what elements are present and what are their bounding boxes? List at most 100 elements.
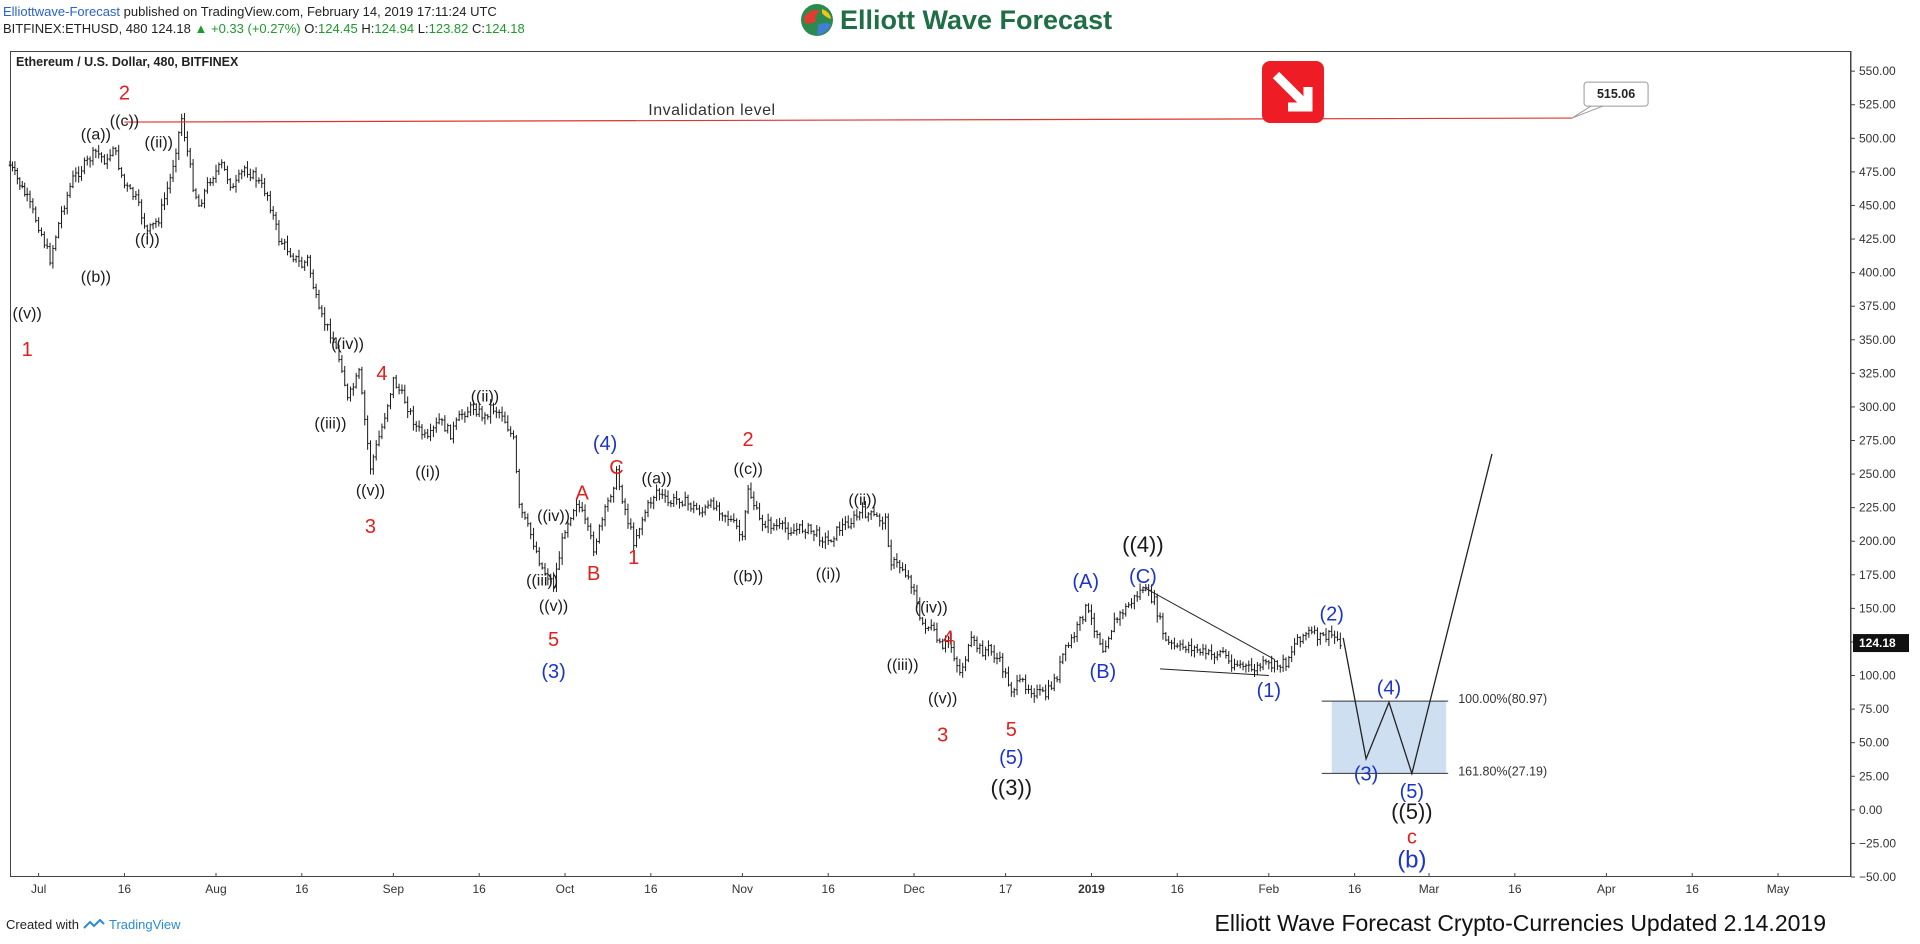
y-tick-label: −50.00: [1859, 870, 1896, 884]
wave-label: ((b)): [733, 569, 763, 586]
x-tick-label: Dec: [903, 882, 924, 896]
wave-label: ((iii)): [887, 657, 919, 674]
x-tick-label: Mar: [1419, 882, 1440, 896]
wave-label: ((iii)): [314, 415, 346, 432]
o-label: O:: [304, 21, 318, 36]
x-tick-label: 16: [1348, 882, 1362, 896]
wave-label: ((iv)): [331, 336, 364, 353]
wave-label: 2: [743, 429, 754, 451]
change-value: +0.33 (+0.27%): [211, 21, 301, 36]
y-tick-label: 25.00: [1859, 769, 1889, 783]
y-tick-label: 450.00: [1859, 198, 1896, 212]
y-tick-label: 300.00: [1859, 400, 1896, 414]
published-text: published on TradingView.com, February 1…: [123, 4, 497, 19]
y-tick-label: −25.00: [1859, 836, 1896, 850]
wave-label: ((i)): [816, 566, 841, 583]
wave-label: ((5)): [1391, 799, 1433, 824]
tradingview-link[interactable]: TradingView: [108, 917, 181, 932]
wave-label: (A): [1072, 571, 1099, 593]
wave-label: ((b)): [81, 269, 111, 286]
badge-arrow: [1272, 71, 1313, 112]
y-tick-label: 425.00: [1859, 232, 1896, 246]
wave-label: B: [587, 563, 600, 585]
up-arrow-icon: ▲: [194, 21, 208, 36]
x-tick-label: Nov: [732, 882, 753, 896]
y-tick-label: 200.00: [1859, 534, 1896, 548]
x-tick-label: Feb: [1258, 882, 1279, 896]
x-tick-label: Aug: [205, 882, 226, 896]
wave-label: ((c)): [733, 461, 762, 478]
y-tick-label: 0.00: [1859, 803, 1883, 817]
last-price: 124.18: [151, 21, 191, 36]
wave-label: (1): [1257, 680, 1281, 702]
x-tick-label: Oct: [556, 882, 575, 896]
x-tick-label: 16: [295, 882, 309, 896]
wave-label: 4: [376, 363, 387, 385]
price-callout: [1583, 81, 1649, 107]
h-label: H:: [361, 21, 375, 36]
y-tick-label: 400.00: [1859, 266, 1896, 280]
price-callout-label: 515.06: [1597, 87, 1635, 101]
y-tick-label: 375.00: [1859, 299, 1896, 313]
x-tick-label: 16: [118, 882, 132, 896]
last-price-tag: [1853, 634, 1909, 653]
wave-label: (4): [1377, 677, 1401, 699]
wave-label: (b): [1397, 847, 1426, 874]
wave-label: ((iv)): [915, 599, 948, 616]
wave-label: ((iv)): [537, 508, 570, 525]
y-tick-label: 275.00: [1859, 433, 1896, 447]
y-tick-label: 475.00: [1859, 165, 1896, 179]
x-tick-label: 17: [999, 882, 1013, 896]
wave-label: ((a)): [81, 127, 111, 144]
wave-label: ((i)): [415, 464, 440, 481]
fib-label: 161.80%(27.19): [1458, 764, 1547, 778]
ohlc-line: BITFINEX:ETHUSD, 480 124.18 ▲ +0.33 (+0.…: [3, 21, 525, 36]
update-caption: Elliott Wave Forecast Crypto-Currencies …: [1214, 910, 1827, 936]
h-value: 124.94: [374, 21, 415, 36]
wave-label: (2): [1320, 603, 1344, 625]
y-tick-label: 350.00: [1859, 333, 1896, 347]
x-tick-label: 16: [1686, 882, 1700, 896]
created-with-text: Created with: [6, 917, 79, 932]
wave-label: 5: [1006, 719, 1017, 741]
wave-label: ((i)): [135, 231, 160, 248]
wave-label: (4): [593, 433, 617, 455]
wave-label: ((3)): [991, 775, 1033, 800]
y-tick-label: 550.00: [1859, 64, 1896, 78]
wave-label: ((ii)): [145, 135, 173, 152]
wave-label: c: [1407, 826, 1417, 848]
wave-label: (5): [999, 747, 1023, 769]
wave-label: 3: [365, 516, 376, 538]
publish-line: Elliottwave-Forecast published on Tradin…: [3, 4, 497, 19]
wave-label: ((v)): [539, 598, 568, 615]
wave-label: 4: [943, 628, 954, 650]
tradingview-logo-icon: [83, 918, 105, 929]
publisher-link[interactable]: Elliottwave-Forecast: [3, 4, 121, 19]
wave-label: 3: [937, 724, 948, 746]
trendline: [1142, 586, 1275, 660]
wave-label: (5): [1400, 781, 1424, 803]
target-box: [1331, 701, 1447, 774]
x-tick-label: Apr: [1597, 882, 1616, 896]
wave-label: 2: [119, 82, 130, 104]
wave-label: ((c)): [110, 113, 139, 130]
invalidation-line: [124, 117, 1573, 123]
wave-label: ((v)): [356, 483, 385, 500]
last-price-tag-label: 124.18: [1859, 636, 1896, 650]
wave-label: ((iii)): [526, 573, 558, 590]
footer-created-with: Created with TradingView: [6, 917, 181, 932]
y-tick-label: 75.00: [1859, 702, 1889, 716]
x-tick-label: 16: [644, 882, 658, 896]
y-tick-label: 100.00: [1859, 669, 1896, 683]
wave-label: ((v)): [928, 691, 957, 708]
y-tick-label: 50.00: [1859, 736, 1889, 750]
wave-label: ((ii)): [848, 492, 876, 509]
wave-label: (3): [541, 661, 565, 683]
wave-label: 5: [548, 629, 559, 651]
y-tick-label: 325.00: [1859, 366, 1896, 380]
chart-title: Ethereum / U.S. Dollar, 480, BITFINEX: [16, 55, 239, 69]
x-tick-label: 16: [822, 882, 836, 896]
candles: [8, 113, 1342, 703]
wave-label: C: [609, 457, 623, 479]
